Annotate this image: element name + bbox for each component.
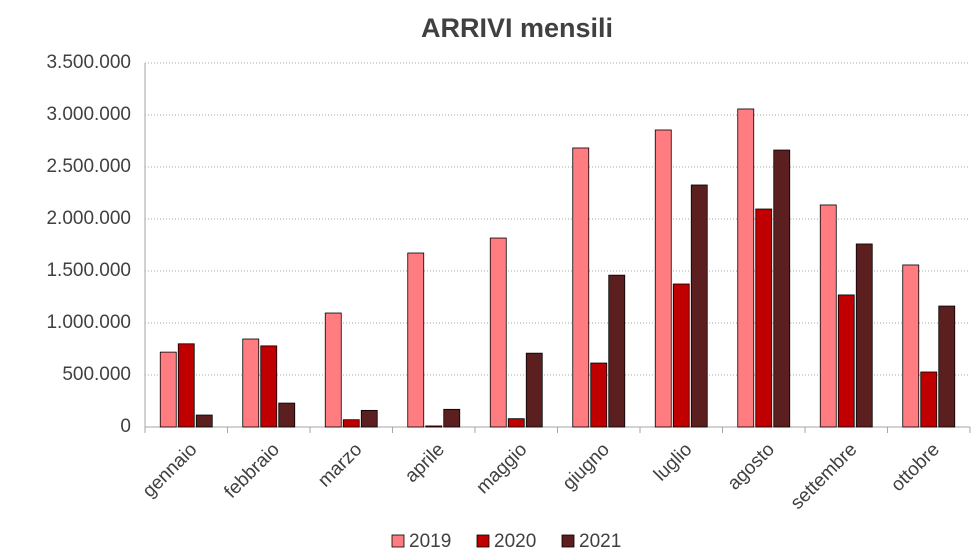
bar (837, 294, 855, 428)
bar (278, 402, 296, 428)
bar (342, 419, 360, 428)
bar (489, 237, 507, 428)
x-tick-label: agosto (724, 439, 779, 494)
chart-title: ARRIVI mensili (421, 13, 613, 43)
bar (590, 362, 608, 428)
y-tick-label: 500.000 (62, 364, 131, 385)
x-tick-label: gennaio (139, 439, 202, 502)
bar (195, 414, 213, 428)
legend-label: 2019 (409, 531, 451, 552)
y-tick-label: 2.500.000 (46, 156, 131, 177)
x-tick-label: marzo (314, 439, 366, 491)
legend-swatch (391, 534, 405, 548)
bar (425, 425, 443, 428)
bar (525, 352, 543, 428)
bar (159, 351, 177, 428)
bar (324, 312, 342, 428)
y-tick-label: 2.000.000 (46, 208, 131, 229)
y-tick-label: 3.500.000 (46, 52, 131, 73)
bar (819, 204, 837, 428)
bar (755, 208, 773, 428)
y-tick-label: 1.000.000 (46, 312, 131, 333)
y-tick-label: 1.500.000 (46, 260, 131, 281)
bar (177, 343, 195, 428)
bar (260, 345, 278, 428)
y-tick-label: 3.000.000 (46, 104, 131, 125)
legend-swatch (561, 534, 575, 548)
x-tick-label: giugno (559, 439, 614, 494)
y-tick-label: 0 (120, 416, 131, 437)
bar (938, 305, 956, 428)
bar (507, 418, 525, 428)
legend-swatch (476, 534, 490, 548)
bar (360, 409, 378, 428)
bar (242, 338, 260, 428)
legend-label: 2020 (494, 531, 536, 552)
bar (920, 371, 938, 428)
x-tick-label: luglio (650, 439, 696, 485)
bar (855, 243, 873, 428)
bar (654, 129, 672, 428)
bar (443, 408, 461, 428)
bar (608, 274, 626, 428)
bar (672, 283, 690, 428)
x-tick-label: maggio (472, 439, 531, 498)
bar (690, 184, 708, 428)
x-tick-label: settembre (787, 439, 862, 514)
bar (773, 149, 791, 428)
bar (737, 108, 755, 428)
x-tick-label: febbraio (220, 439, 283, 502)
bar (902, 264, 920, 428)
bar (572, 147, 590, 428)
legend-label: 2021 (579, 531, 621, 552)
x-tick-label: ottobre (887, 439, 944, 496)
x-tick-label: aprile (401, 439, 449, 487)
bar (407, 252, 425, 428)
